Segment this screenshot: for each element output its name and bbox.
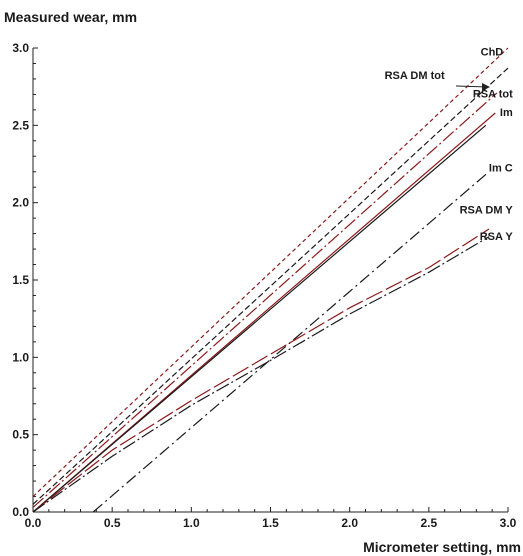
x-tick-label: 1.5 xyxy=(262,516,279,530)
series-line xyxy=(32,236,490,513)
y-tick-label: 1.5 xyxy=(12,273,29,287)
series-line xyxy=(32,92,498,508)
plot-area: 0.0 0.5 1.0 1.5 2.0 2.5 3.0 0.0 0.5 1.0 1.5 2.0 2.5 3… xyxy=(12,41,516,530)
x-tick-label: 0.0 xyxy=(25,516,42,530)
x-axis-title: Micrometer setting, mm xyxy=(363,539,521,555)
series-line xyxy=(32,47,509,497)
x-tick-label: 1.0 xyxy=(183,516,200,530)
series-label: Im xyxy=(500,107,513,119)
series-label: RSA DM tot xyxy=(385,70,445,82)
series-line xyxy=(32,67,509,505)
series-line xyxy=(92,171,490,513)
x-tick-label: 0.5 xyxy=(104,516,121,530)
series-label: Im C xyxy=(489,163,513,175)
y-tick-label: 1.0 xyxy=(12,350,29,364)
series-label: ChD xyxy=(481,47,504,59)
y-tick-label: 0.0 xyxy=(12,505,29,519)
series-line xyxy=(32,228,490,513)
y-tick-label: 0.5 xyxy=(12,428,29,442)
y-tick-label: 3.0 xyxy=(12,41,29,55)
y-tick-label: 2.0 xyxy=(12,196,29,210)
series-label: RSA Y xyxy=(480,231,514,243)
x-tick-label: 2.0 xyxy=(341,516,358,530)
annotation-arrowhead xyxy=(482,83,490,91)
series-label: RSA tot xyxy=(473,88,513,100)
series-line xyxy=(32,124,487,513)
y-tick-label: 2.5 xyxy=(12,118,29,132)
series-label: RSA DM Y xyxy=(460,204,514,216)
x-tick-label: 2.5 xyxy=(420,516,437,530)
y-axis-title: Measured wear, mm xyxy=(4,9,137,25)
x-tick-label: 3.0 xyxy=(500,516,517,530)
